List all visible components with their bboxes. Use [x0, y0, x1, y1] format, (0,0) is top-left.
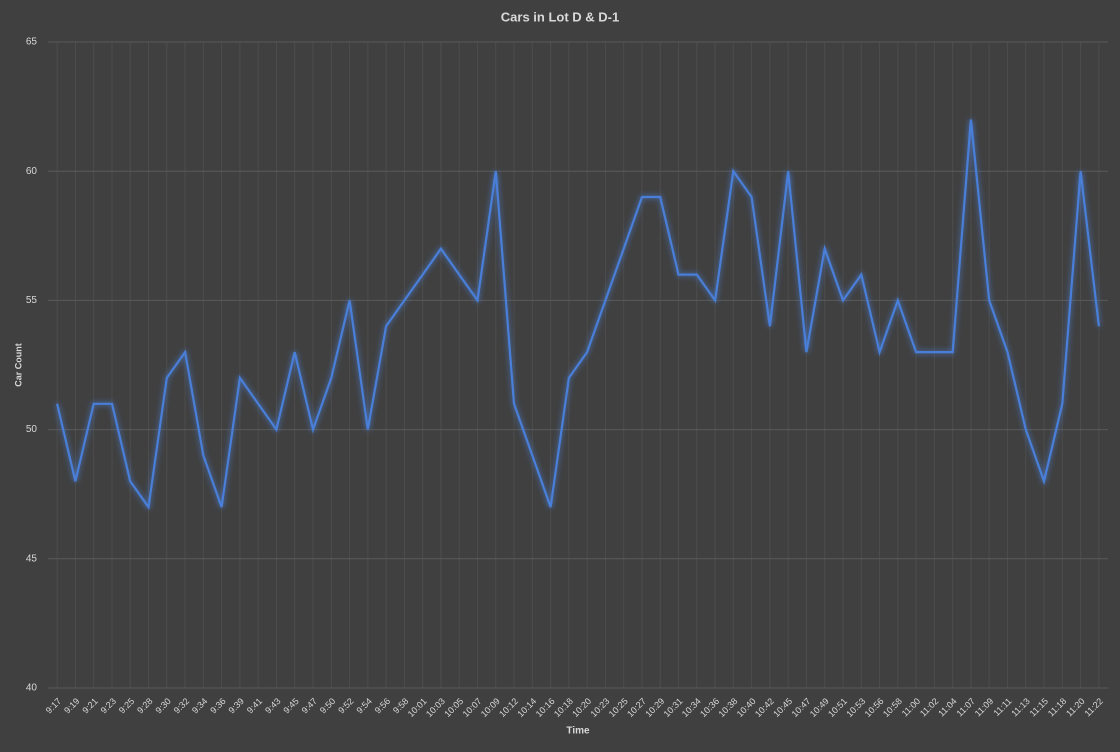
y-tick-label: 65 [26, 37, 38, 48]
x-axis-label: Time [566, 726, 590, 737]
y-tick-label: 45 [26, 553, 38, 564]
y-tick-label: 55 [26, 295, 38, 306]
chart-title: Cars in Lot D & D-1 [501, 9, 619, 24]
y-tick-label: 40 [26, 683, 38, 694]
y-tick-label: 60 [26, 166, 38, 177]
y-axis-label: Car Count [13, 343, 23, 387]
y-tick-label: 50 [26, 424, 38, 435]
data-line [56, 119, 1100, 510]
